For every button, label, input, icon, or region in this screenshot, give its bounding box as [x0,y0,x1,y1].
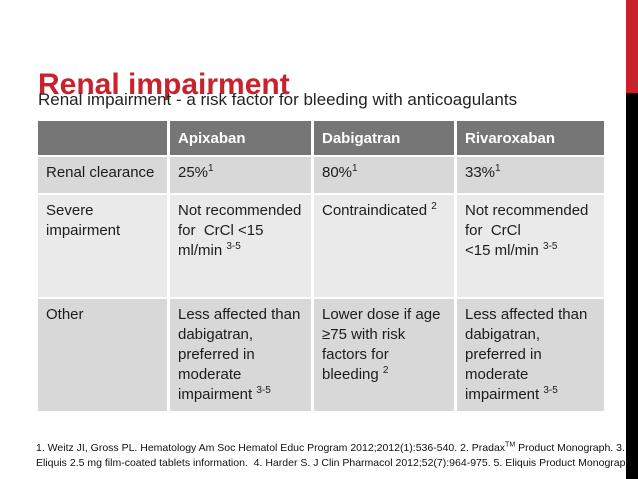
row-label: Other [38,299,170,413]
table-cell-line: impairment 3-5 [178,385,271,404]
table-header-row: Apixaban Dabigatran Rivaroxaban [38,121,604,157]
table-cell-line: Less affected than [465,306,588,323]
table-cell-line: dabigatran, [178,326,254,343]
table-row: Renal clearance 25%1 80%1 33%1 [38,157,604,195]
table-cell-line: <15 ml/min 3-5 [465,241,558,260]
table-cell-line: for CrCl [465,222,521,239]
footnotes: 1. Weitz JI, Gross PL. Hematology Am Soc… [36,441,634,471]
table-cell: Less affected than dabigatran, preferred i… [457,299,604,413]
table-cell-line: ≥75 with risk [322,326,406,343]
table-cell: Less affected than dabigatran, preferred i… [170,299,314,413]
anticoagulant-comparison-table: Apixaban Dabigatran Rivaroxaban Renal cl… [38,121,604,413]
table-cell-line: for CrCl <15 [178,222,264,239]
table-cell-line: Lower dose if age [322,306,441,323]
table-cell: 33%1 [457,157,604,195]
column-header-apixaban: Apixaban [170,121,314,157]
footnote-line-1: 1. Weitz JI, Gross PL. Hematology Am Soc… [36,441,625,455]
table-body: Renal clearance 25%1 80%1 33%1 Severe impair… [38,157,604,413]
table-cell-line: preferred in [178,346,255,363]
row-label: Renal clearance [38,157,170,195]
accent-strip-black [626,93,638,479]
table-cell-line: 80%1 [322,163,358,182]
table-cell: Not recommended for CrCl <15 ml/min 3-5 [170,195,314,299]
table-cell: 25%1 [170,157,314,195]
table-cell: Lower dose if age ≥75 with risk factors fo… [314,299,457,413]
footnote-line-2: Eliquis 2.5 mg film-coated tablets infor… [36,457,635,469]
table-cell-line: moderate [178,366,242,383]
table-cell-line: impairment 3-5 [465,385,558,404]
table-cell: Not recommended for CrCl <15 ml/min 3-5 [457,195,604,299]
accent-strip-red [626,0,638,93]
table-cell-line: Not recommended [465,202,589,219]
slide-title: Renal impairment [38,68,290,102]
column-header-empty [38,121,170,157]
table-cell-line: Less affected than [178,306,301,323]
table-row: Severe impairment Not recommended for CrCl… [38,195,604,299]
table-cell-line: 25%1 [178,163,214,182]
table-cell-line: factors for [322,346,389,363]
table-cell-line: ml/min 3-5 [178,241,241,260]
table-cell-line: 33%1 [465,163,501,182]
row-label: Severe impairment [38,195,170,299]
table-cell-line: dabigatran, [465,326,541,343]
column-header-rivaroxaban: Rivaroxaban [457,121,604,157]
table-cell: Contraindicated 2 [314,195,457,299]
table-cell-line: moderate [465,366,529,383]
table-cell-line: bleeding 2 [322,365,389,384]
slide-subtitle: Renal impairment - a risk factor for ble… [38,90,518,109]
column-header-dabigatran: Dabigatran [314,121,457,157]
table-cell: 80%1 [314,157,457,195]
table-cell-line: Contraindicated 2 [322,201,437,220]
table-cell-line: preferred in [465,346,542,363]
table-row: Other Less affected than dabigatran, prefer… [38,299,604,413]
table-cell-line: Not recommended [178,202,302,219]
